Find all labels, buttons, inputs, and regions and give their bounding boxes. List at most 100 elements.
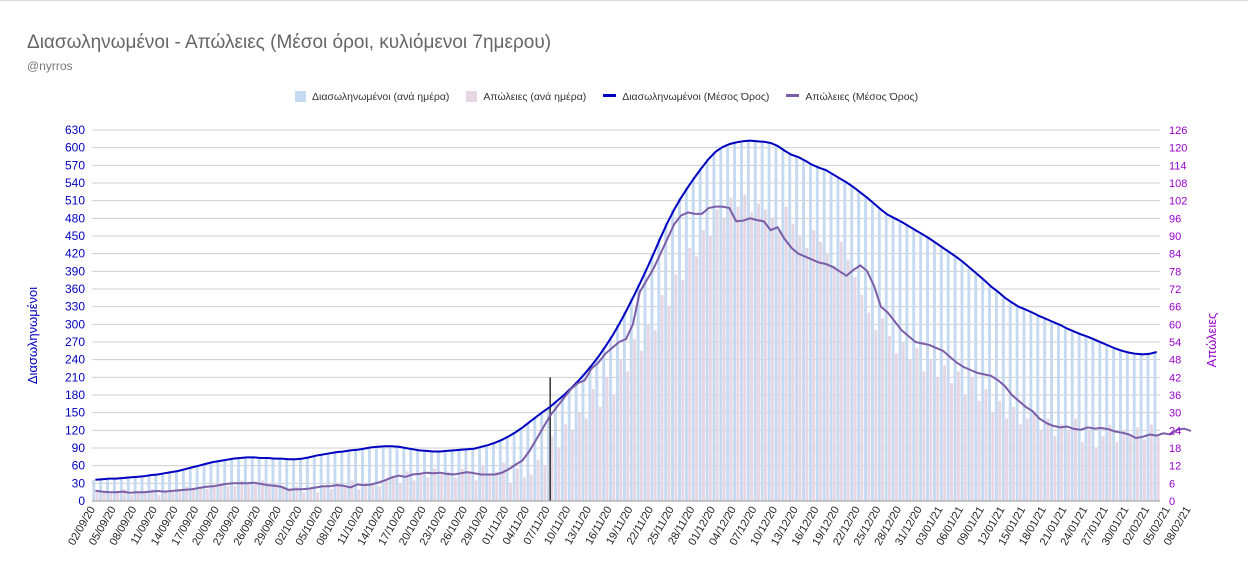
bar-intubated (395, 446, 399, 501)
bar-intubated (891, 218, 895, 502)
bar-intubated (423, 450, 426, 501)
bar-deaths (433, 468, 437, 501)
bar-deaths (323, 486, 326, 501)
legend-item-deaths-line[interactable]: Απώλειες (Μέσος Όρος) (786, 91, 918, 103)
legend-item-intubated-bars[interactable]: Διασωληνωμένοι (ανά ημέρα) (295, 91, 449, 103)
bar-deaths (915, 347, 919, 501)
bar-intubated (629, 297, 633, 501)
bar-deaths (350, 480, 354, 501)
bar-deaths (130, 495, 133, 501)
bar-deaths (888, 336, 891, 501)
bar-intubated (99, 479, 103, 501)
y-tick-label-right: 18 (1169, 443, 1181, 455)
bar-intubated (257, 458, 261, 501)
bar-intubated (526, 422, 530, 501)
bar-intubated (533, 416, 537, 501)
bar-intubated (1091, 339, 1095, 501)
y-tick-label-left: 450 (65, 229, 85, 243)
bar-deaths (1080, 442, 1084, 501)
bar-deaths (715, 209, 719, 501)
bar-deaths (819, 241, 823, 501)
bar-intubated (988, 286, 991, 501)
bar-intubated (815, 167, 819, 501)
bar-intubated (505, 436, 509, 501)
bar-deaths (343, 486, 347, 501)
y-tick-label-left: 420 (65, 247, 85, 261)
bar-intubated (464, 449, 468, 501)
bar-intubated (216, 460, 220, 501)
legend-item-intubated-line[interactable]: Διασωληνωμένοι (Μέσος Όρος) (603, 91, 769, 103)
bar-deaths (447, 471, 450, 501)
bar-deaths (1012, 406, 1015, 501)
bar-deaths (136, 492, 140, 501)
y-tick-label-right: 90 (1169, 231, 1181, 243)
bar-intubated (912, 230, 916, 501)
bar-deaths (515, 468, 519, 501)
y-tick-label-right: 120 (1169, 143, 1187, 155)
y-tick-label-right: 42 (1169, 372, 1181, 384)
bar-intubated (292, 459, 296, 501)
y-tick-label-left: 360 (65, 282, 85, 296)
y-tick-label-right: 66 (1169, 302, 1181, 314)
bar-deaths (750, 212, 754, 501)
bar-intubated (1077, 334, 1081, 501)
bar-deaths (240, 480, 244, 501)
bar-intubated (106, 478, 110, 501)
bar-deaths (440, 474, 444, 501)
bar-deaths (309, 489, 313, 501)
bar-deaths (646, 324, 650, 501)
y-tick-label-right: 126 (1169, 125, 1187, 137)
bar-intubated (450, 450, 454, 501)
bar-deaths (460, 468, 464, 501)
bar-deaths (839, 241, 843, 501)
bar-intubated (1084, 336, 1088, 501)
bar-deaths (171, 492, 175, 501)
bar-deaths (233, 486, 237, 501)
bar-deaths (564, 424, 568, 501)
bar-intubated (92, 479, 96, 501)
bar-intubated (994, 291, 998, 501)
bar-intubated (595, 356, 599, 501)
bar-deaths (474, 480, 478, 501)
bar-intubated (285, 459, 289, 501)
chart-legend: Διασωληνωμένοι (ανά ημέρα) Απώλειες (ανά… (295, 91, 932, 103)
y-tick-label-right: 0 (1169, 496, 1175, 508)
bar-deaths (633, 339, 636, 501)
y-tick-label-left: 390 (65, 264, 85, 278)
bar-deaths (598, 406, 602, 501)
bar-intubated (429, 451, 433, 501)
bar-deaths (364, 486, 368, 501)
bar-intubated (1008, 302, 1012, 501)
legend-item-deaths-bars[interactable]: Απώλειες (ανά ημέρα) (466, 91, 586, 103)
y-tick-label-right: 54 (1169, 337, 1181, 349)
bar-deaths (874, 330, 878, 501)
bar-deaths (922, 371, 926, 501)
bar-intubated (305, 457, 309, 501)
bar-intubated (650, 253, 654, 501)
bar-intubated (774, 145, 778, 501)
bar-deaths (591, 389, 595, 501)
y-tick-label-left: 270 (65, 335, 85, 349)
bar-deaths (536, 459, 540, 501)
bar-deaths (950, 383, 953, 501)
bar-intubated (802, 160, 805, 501)
y-tick-label-left: 510 (65, 194, 85, 208)
bar-deaths (908, 359, 912, 501)
bar-intubated (939, 247, 943, 501)
bar-intubated (299, 458, 302, 501)
bar-deaths (509, 483, 512, 501)
bar-intubated (664, 223, 668, 502)
bar-intubated (243, 457, 247, 501)
bar-intubated (822, 170, 826, 502)
bar-intubated (457, 449, 461, 501)
bar-deaths (295, 486, 299, 501)
bar-intubated (498, 439, 502, 501)
bar-deaths (1122, 430, 1126, 501)
bar-deaths (419, 474, 423, 501)
bar-intubated (133, 476, 137, 501)
bar-deaths (688, 247, 692, 501)
bar-intubated (471, 448, 475, 501)
bar-deaths (701, 230, 705, 501)
bar-intubated (698, 167, 702, 501)
bar-deaths (329, 489, 333, 501)
